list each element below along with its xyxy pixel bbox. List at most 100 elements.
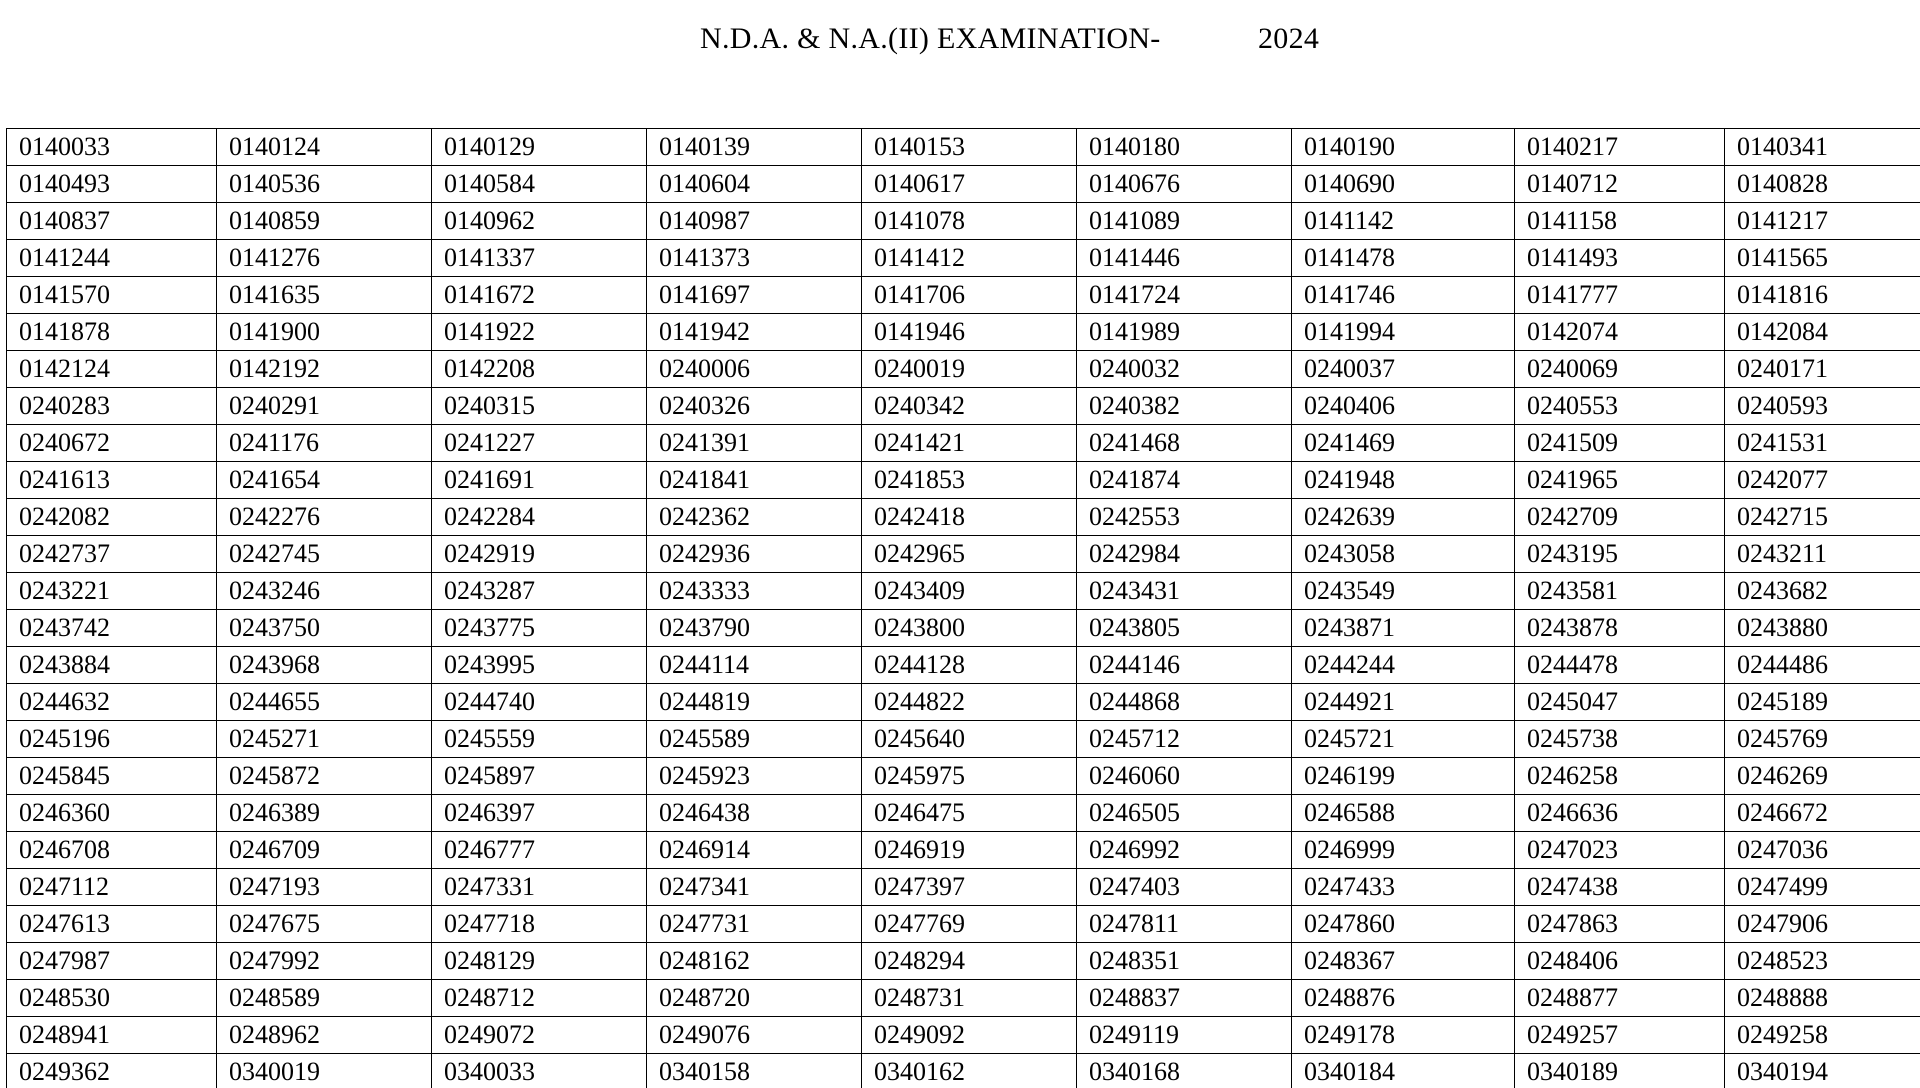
roll-number-cell: 0247331 — [432, 869, 647, 906]
roll-number-cell: 0242936 — [647, 536, 862, 573]
roll-number-cell: 0243287 — [432, 573, 647, 610]
roll-number-cell: 0246060 — [1077, 758, 1292, 795]
roll-number-cell: 0241948 — [1292, 462, 1515, 499]
roll-number-cell: 0340158 — [647, 1054, 862, 1088]
roll-number-cell: 0140493 — [7, 166, 217, 203]
roll-number-cell: 0140690 — [1292, 166, 1515, 203]
roll-number-cell: 0140033 — [7, 129, 217, 166]
roll-number-cell: 0142074 — [1515, 314, 1725, 351]
table-row: 0246708024670902467770246914024691902469… — [7, 832, 1920, 869]
roll-number-cell: 0243871 — [1292, 610, 1515, 647]
roll-number-cell: 0340189 — [1515, 1054, 1725, 1088]
table-row: 0247112024719302473310247341024739702474… — [7, 869, 1920, 906]
roll-number-cell: 0245975 — [862, 758, 1077, 795]
roll-number-cell: 0246992 — [1077, 832, 1292, 869]
roll-number-cell: 0249258 — [1725, 1017, 1920, 1054]
table-row: 0241613024165402416910241841024185302418… — [7, 462, 1920, 499]
roll-number-cell: 0242276 — [217, 499, 432, 536]
roll-number-cell: 0243995 — [432, 647, 647, 684]
roll-number-cell: 0240171 — [1725, 351, 1920, 388]
roll-number-cell: 0141816 — [1725, 277, 1920, 314]
roll-number-cell: 0245845 — [7, 758, 217, 795]
roll-number-cell: 0244819 — [647, 684, 862, 721]
roll-number-cell: 0246438 — [647, 795, 862, 832]
roll-number-cell: 0247769 — [862, 906, 1077, 943]
roll-number-cell: 0140987 — [647, 203, 862, 240]
roll-number-cell: 0246269 — [1725, 758, 1920, 795]
roll-number-cell: 0243409 — [862, 573, 1077, 610]
roll-number-cell: 0142192 — [217, 351, 432, 388]
roll-number-cell: 0248162 — [647, 943, 862, 980]
roll-number-cell: 0244655 — [217, 684, 432, 721]
roll-number-cell: 0241469 — [1292, 425, 1515, 462]
roll-number-cell: 0245897 — [432, 758, 647, 795]
table-row: 0141570014163501416720141697014170601417… — [7, 277, 1920, 314]
roll-number-cell: 0248888 — [1725, 980, 1920, 1017]
roll-number-cell: 0246475 — [862, 795, 1077, 832]
roll-number-cell: 0141994 — [1292, 314, 1515, 351]
roll-number-cell: 0242082 — [7, 499, 217, 536]
roll-number-cell: 0141089 — [1077, 203, 1292, 240]
roll-number-cell: 0340019 — [217, 1054, 432, 1088]
roll-number-cell: 0243333 — [647, 573, 862, 610]
roll-number-cell: 0141493 — [1515, 240, 1725, 277]
roll-number-cell: 0141217 — [1725, 203, 1920, 240]
roll-number-cell: 0246914 — [647, 832, 862, 869]
roll-number-cell: 0140536 — [217, 166, 432, 203]
table-row: 0247987024799202481290248162024829402483… — [7, 943, 1920, 980]
roll-number-cell: 0141446 — [1077, 240, 1292, 277]
roll-number-cell: 0246636 — [1515, 795, 1725, 832]
roll-number-cell: 0140962 — [432, 203, 647, 240]
roll-number-cell: 0240291 — [217, 388, 432, 425]
table-row: 0243221024324602432870243333024340902434… — [7, 573, 1920, 610]
roll-number-cell: 0241853 — [862, 462, 1077, 499]
table-row: 0141878014190001419220141942014194601419… — [7, 314, 1920, 351]
roll-number-cell: 0247718 — [432, 906, 647, 943]
roll-number-cell: 0242965 — [862, 536, 1077, 573]
roll-number-cell: 0140584 — [432, 166, 647, 203]
roll-number-cell: 0140712 — [1515, 166, 1725, 203]
roll-number-cell: 0248406 — [1515, 943, 1725, 980]
roll-number-cell: 0243775 — [432, 610, 647, 647]
roll-number-cell: 0248589 — [217, 980, 432, 1017]
roll-number-cell: 0243805 — [1077, 610, 1292, 647]
roll-number-cell: 0140604 — [647, 166, 862, 203]
roll-number-cell: 0245712 — [1077, 721, 1292, 758]
roll-number-cell: 0249178 — [1292, 1017, 1515, 1054]
table-row: 0243742024375002437750243790024380002438… — [7, 610, 1920, 647]
table-row: 0249362034001903400330340158034016203401… — [7, 1054, 1920, 1088]
roll-number-cell: 0247193 — [217, 869, 432, 906]
roll-number-cell: 0247675 — [217, 906, 432, 943]
roll-number-cell: 0240019 — [862, 351, 1077, 388]
roll-number-cell: 0248712 — [432, 980, 647, 1017]
roll-number-cell: 0246999 — [1292, 832, 1515, 869]
roll-number-cell: 0241227 — [432, 425, 647, 462]
roll-number-cell: 0241691 — [432, 462, 647, 499]
roll-number-cell: 0246709 — [217, 832, 432, 869]
roll-number-cell: 0242077 — [1725, 462, 1920, 499]
roll-number-cell: 0241841 — [647, 462, 862, 499]
roll-number-cell: 0243884 — [7, 647, 217, 684]
roll-number-cell: 0243549 — [1292, 573, 1515, 610]
roll-number-cell: 0141697 — [647, 277, 862, 314]
roll-number-cell: 0246397 — [432, 795, 647, 832]
roll-number-cell: 0140190 — [1292, 129, 1515, 166]
roll-number-cell: 0244128 — [862, 647, 1077, 684]
roll-number-cell: 0245640 — [862, 721, 1077, 758]
roll-number-cell: 0141244 — [7, 240, 217, 277]
roll-number-cell: 0240382 — [1077, 388, 1292, 425]
roll-number-cell: 0248941 — [7, 1017, 217, 1054]
roll-number-cell: 0141635 — [217, 277, 432, 314]
roll-number-cell: 0246672 — [1725, 795, 1920, 832]
roll-number-cell: 0247403 — [1077, 869, 1292, 906]
table-row: 0140837014085901409620140987014107801410… — [7, 203, 1920, 240]
roll-number-cell: 0242362 — [647, 499, 862, 536]
roll-number-cell: 0141922 — [432, 314, 647, 351]
table-row: 0246360024638902463970246438024647502465… — [7, 795, 1920, 832]
table-row: 0245845024587202458970245923024597502460… — [7, 758, 1920, 795]
roll-number-cell: 0247438 — [1515, 869, 1725, 906]
roll-number-cell: 0243878 — [1515, 610, 1725, 647]
roll-number-cell: 0245872 — [217, 758, 432, 795]
roll-number-cell: 0248876 — [1292, 980, 1515, 1017]
table-row: 0245196024527102455590245589024564002457… — [7, 721, 1920, 758]
